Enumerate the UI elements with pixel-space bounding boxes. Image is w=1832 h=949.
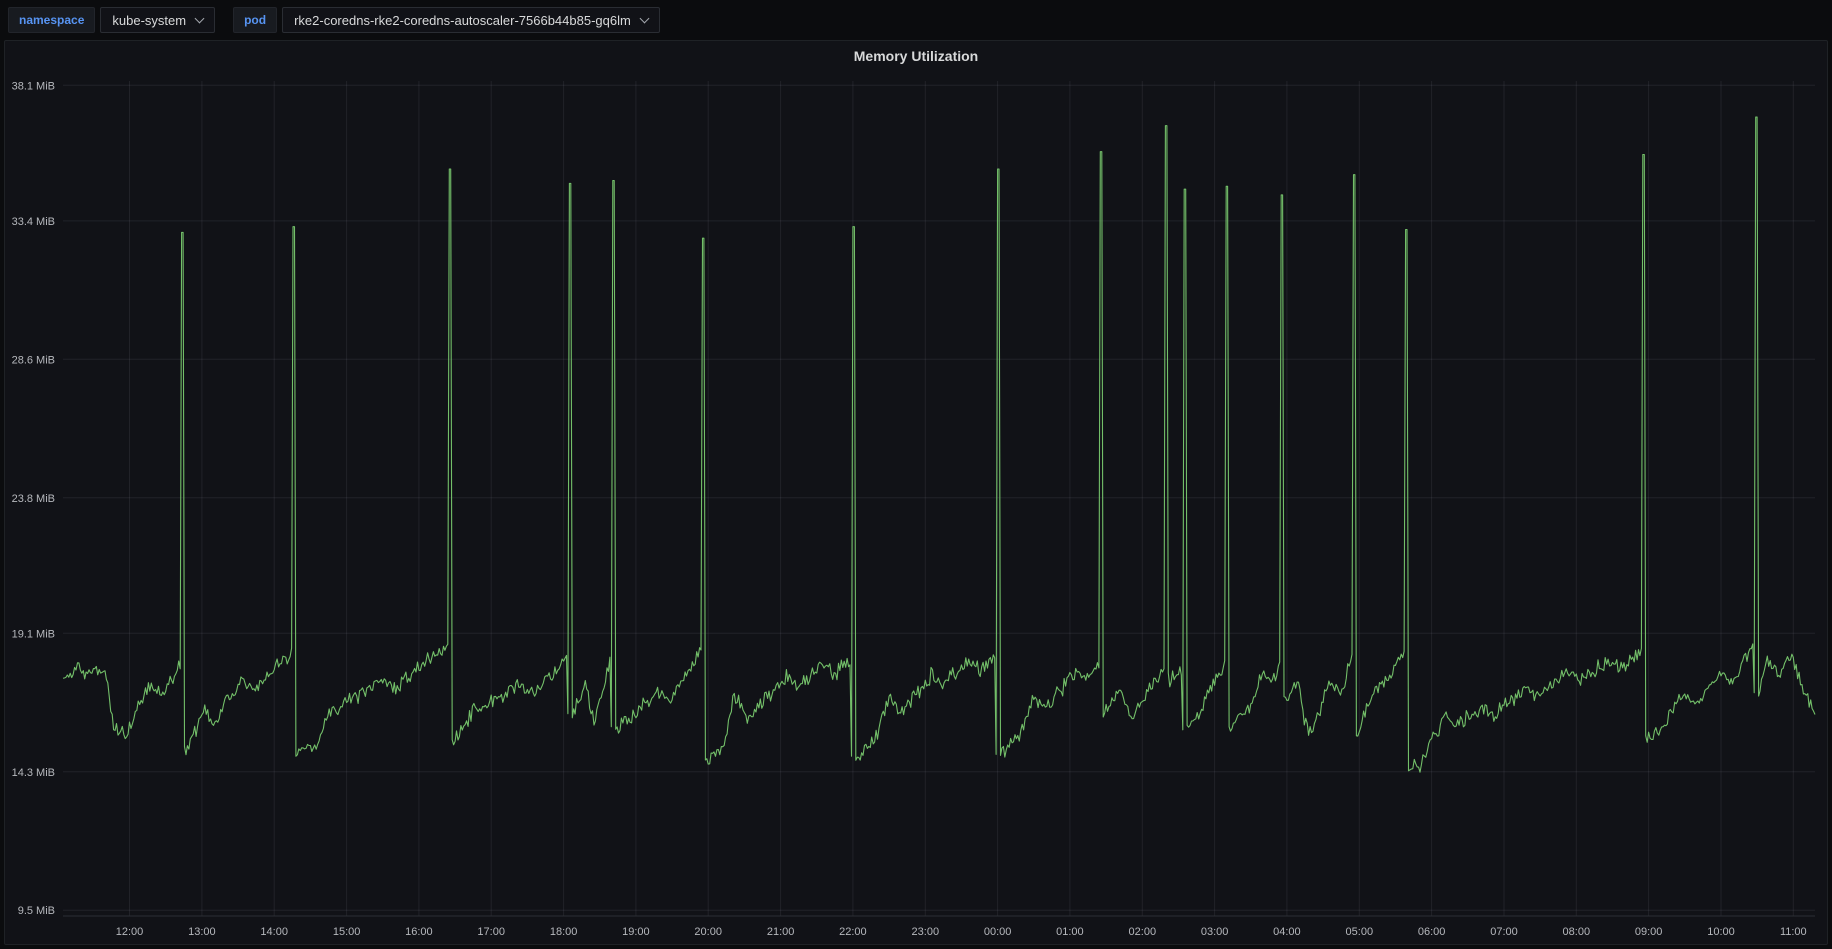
- variable-pod: pod rke2-coredns-rke2-coredns-autoscaler…: [233, 7, 660, 33]
- x-tick-label: 05:00: [1346, 926, 1374, 938]
- x-tick-label: 07:00: [1490, 926, 1518, 938]
- memory-utilization-panel: Memory Utilization 9.5 MiB 14.3 MiB 19.1 M…: [4, 40, 1828, 945]
- x-tick-label: 17:00: [477, 926, 505, 938]
- chevron-down-icon: [194, 13, 205, 23]
- x-tick-label: 15:00: [333, 926, 361, 938]
- x-tick-label: 01:00: [1056, 926, 1084, 938]
- grid-lines: [63, 81, 1815, 916]
- variable-namespace-label: namespace: [8, 7, 96, 33]
- x-tick-label: 16:00: [405, 926, 433, 938]
- y-tick-label: 23.8 MiB: [12, 493, 55, 505]
- x-tick-label: 06:00: [1418, 926, 1446, 938]
- axis-labels: 9.5 MiB 14.3 MiB 19.1 MiB 23.8 MiB 28.6 MiB 3…: [12, 80, 1807, 938]
- x-tick-label: 08:00: [1563, 926, 1591, 938]
- variable-pod-value: rke2-coredns-rke2-coredns-autoscaler-756…: [294, 12, 631, 28]
- variables-toolbar: namespace kube-system pod rke2-coredns-r…: [0, 0, 1832, 40]
- y-tick-label: 33.4 MiB: [12, 216, 55, 228]
- x-tick-label: 18:00: [550, 926, 578, 938]
- x-tick-label: 12:00: [116, 926, 144, 938]
- x-tick-label: 02:00: [1129, 926, 1157, 938]
- x-tick-label: 21:00: [767, 926, 795, 938]
- x-tick-label: 09:00: [1635, 926, 1663, 938]
- y-tick-label: 14.3 MiB: [12, 767, 55, 779]
- x-tick-label: 13:00: [188, 926, 216, 938]
- x-tick-label: 23:00: [912, 926, 940, 938]
- y-tick-label: 38.1 MiB: [12, 80, 55, 92]
- variable-namespace-value: kube-system: [112, 12, 187, 28]
- x-tick-label: 00:00: [984, 926, 1012, 938]
- y-tick-label: 19.1 MiB: [12, 628, 55, 640]
- y-tick-label: 28.6 MiB: [12, 354, 55, 366]
- x-tick-label: 04:00: [1273, 926, 1301, 938]
- panel-title: Memory Utilization: [853, 48, 979, 64]
- variable-pod-dropdown[interactable]: rke2-coredns-rke2-coredns-autoscaler-756…: [282, 7, 660, 33]
- x-tick-label: 20:00: [694, 926, 722, 938]
- x-tick-label: 14:00: [260, 926, 288, 938]
- x-tick-label: 22:00: [839, 926, 867, 938]
- variable-pod-label: pod: [233, 7, 278, 33]
- x-tick-label: 03:00: [1201, 926, 1229, 938]
- variable-namespace-dropdown[interactable]: kube-system: [100, 7, 216, 33]
- chevron-down-icon: [639, 13, 650, 23]
- memory-series-line: [62, 116, 1816, 773]
- chart-svg[interactable]: 9.5 MiB 14.3 MiB 19.1 MiB 23.8 MiB 28.6 MiB 3…: [5, 71, 1827, 944]
- x-tick-label: 11:00: [1780, 926, 1807, 938]
- x-tick-label: 19:00: [622, 926, 650, 938]
- variable-namespace: namespace kube-system: [8, 7, 216, 33]
- y-tick-label: 9.5 MiB: [18, 905, 55, 917]
- x-tick-label: 10:00: [1707, 926, 1735, 938]
